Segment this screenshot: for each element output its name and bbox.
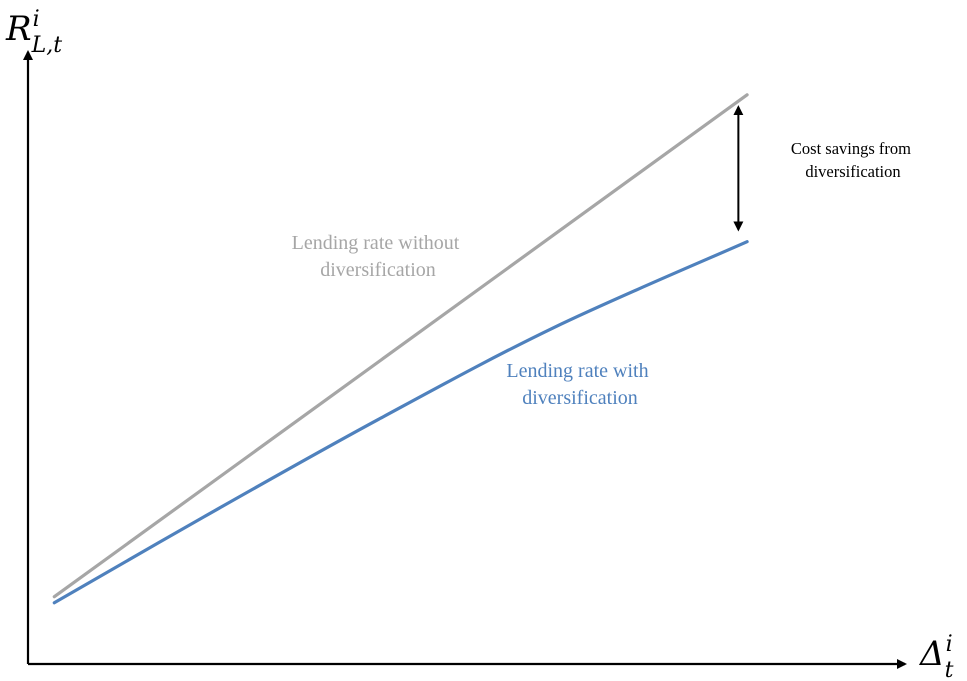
series-label-with-diversification: Lending rate with diversification xyxy=(506,360,653,409)
series-label-without-diversification: Lending rate without diversification xyxy=(292,232,465,281)
x-axis-title: Δi t xyxy=(918,632,954,681)
y-axis-title: Ri L,t xyxy=(5,7,62,58)
cost-savings-label: Cost savings from diversification xyxy=(791,139,915,181)
series-line-without-diversification xyxy=(52,93,749,599)
series-line-with-diversification xyxy=(52,240,749,605)
